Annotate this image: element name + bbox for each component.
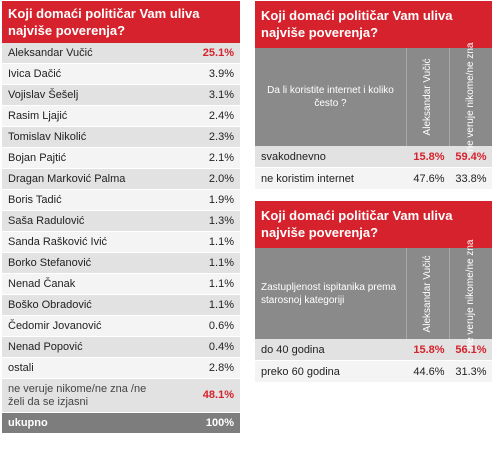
row-label: Vojislav Šešelj: [8, 89, 79, 101]
row-label: Bojan Pajtić: [8, 152, 67, 164]
internet-table-header: Da li koristite internet i koliko često …: [255, 43, 492, 151]
row-value: 1.1%: [208, 257, 234, 269]
row-value: 0.6%: [208, 320, 234, 332]
row-value: 3.9%: [208, 68, 234, 80]
column-header-nobody: ne veruje nikome/ne zna: [449, 239, 492, 348]
row-value: 1.1%: [208, 236, 234, 248]
table-row: Čedomir Jovanović 0.6%: [2, 316, 240, 337]
row-label: Dragan Marković Palma: [8, 173, 126, 185]
table-row: Nenad Čanak 1.1%: [2, 274, 240, 295]
row-label: ne koristim internet: [261, 172, 354, 185]
column-header-vucic: Aleksandar Vučić: [406, 48, 449, 146]
row-value: 56.1%: [455, 343, 487, 356]
column-header-vucic: Aleksandar Vučić: [406, 248, 449, 339]
row-value: 48.1%: [202, 389, 234, 401]
table-row: ostali 2.8%: [2, 358, 240, 379]
table-row: Ivica Dačić 3.9%: [2, 64, 240, 85]
age-table: Koji domaći političar Vam uliva najviše …: [255, 201, 492, 383]
row-value: 100%: [205, 417, 234, 429]
row-label: Borko Stefanović: [8, 257, 92, 269]
trust-table-rows: Aleksandar Vučić 25.1% Ivica Dačić 3.9% Voji…: [2, 43, 240, 434]
table-row: do 40 godina 15.8% 56.1%: [255, 339, 492, 361]
row-label: Rasim Ljajić: [8, 110, 68, 122]
row-label: Nenad Čanak: [8, 278, 76, 290]
column-header-nobody: ne veruje nikome/ne zna: [449, 43, 492, 151]
row-value: 15.8%: [413, 150, 445, 163]
row-value: 44.6%: [413, 365, 445, 378]
internet-table: Koji domaći političar Vam uliva najviše …: [255, 1, 492, 190]
row-value: 25.1%: [202, 47, 234, 59]
row-label: Boris Tadić: [8, 194, 62, 206]
table-row: ne veruje nikome/ne zna /ne želi da se i…: [2, 379, 240, 413]
age-table-rows: do 40 godina 15.8% 56.1% preko 60 godina 44.…: [255, 339, 492, 383]
row-value: 2.3%: [208, 131, 234, 143]
row-value: 15.8%: [413, 343, 445, 356]
table-row: preko 60 godina 44.6% 31.3%: [255, 361, 492, 383]
table-row: Boris Tadić 1.9%: [2, 190, 240, 211]
table-row: Vojislav Šešelj 3.1%: [2, 85, 240, 106]
table-row: Boško Obradović 1.1%: [2, 295, 240, 316]
row-label: ukupno: [8, 417, 48, 429]
row-value: 47.6%: [413, 172, 445, 185]
table-row: Dragan Marković Palma 2.0%: [2, 169, 240, 190]
row-label: Sanda Rašković Ivić: [8, 236, 108, 248]
row-value: 31.3%: [455, 365, 487, 378]
age-question: Zastupljenost ispitanika prema starosnoj…: [261, 281, 397, 306]
table-row: Tomislav Nikolić 2.3%: [2, 127, 240, 148]
row-label: Aleksandar Vučić: [8, 47, 93, 59]
row-label: Boško Obradović: [8, 299, 92, 311]
row-value: 1.3%: [208, 215, 234, 227]
row-label: Ivica Dačić: [8, 68, 62, 80]
table-row: Saša Radulović 1.3%: [2, 211, 240, 232]
row-value: 33.8%: [455, 172, 487, 185]
internet-table-rows: svakodnevno 15.8% 59.4% ne koristim interne…: [255, 146, 492, 190]
row-value: 0.4%: [208, 341, 234, 353]
table-row: Nenad Popović 0.4%: [2, 337, 240, 358]
row-value: 1.1%: [208, 299, 234, 311]
table-row: Sanda Rašković Ivić 1.1%: [2, 232, 240, 253]
row-label: Tomislav Nikolić: [8, 131, 87, 143]
row-label: ne veruje nikome/ne zna /ne želi da se i…: [8, 382, 147, 408]
table-row: Rasim Ljajić 2.4%: [2, 106, 240, 127]
table-row: Bojan Pajtić 2.1%: [2, 148, 240, 169]
row-value: 2.4%: [208, 110, 234, 122]
internet-table-title: Koji domaći političar Vam uliva najviše …: [255, 1, 492, 48]
row-value: 1.9%: [208, 194, 234, 206]
row-value: 59.4%: [455, 150, 487, 163]
table-row: ukupno 100%: [2, 413, 240, 434]
row-label: preko 60 godina: [261, 365, 340, 378]
row-label: Čedomir Jovanović: [8, 320, 102, 332]
row-label: ostali: [8, 362, 34, 374]
table-row: svakodnevno 15.8% 59.4%: [255, 146, 492, 168]
row-value: 1.1%: [208, 278, 234, 290]
row-label: Saša Radulović: [8, 215, 85, 227]
row-label: svakodnevno: [261, 150, 326, 163]
row-label: do 40 godina: [261, 343, 325, 356]
table-row: ne koristim internet 47.6% 33.8%: [255, 168, 492, 190]
row-value: 2.1%: [208, 152, 234, 164]
table-row: Borko Stefanović 1.1%: [2, 253, 240, 274]
internet-question: Da li koristite internet i koliko često …: [267, 85, 394, 109]
age-table-header: Zastupljenost ispitanika prema starosnoj…: [255, 239, 492, 348]
row-value: 3.1%: [208, 89, 234, 101]
row-value: 2.8%: [208, 362, 234, 374]
age-table-title: Koji domaći političar Vam uliva najviše …: [255, 201, 492, 248]
row-label: Nenad Popović: [8, 341, 83, 353]
trust-table-title: Koji domaći političar Vam uliva najviše …: [2, 1, 240, 43]
row-value: 2.0%: [208, 173, 234, 185]
trust-table: Koji domaći političar Vam uliva najviše …: [2, 1, 240, 434]
table-row: Aleksandar Vučić 25.1%: [2, 43, 240, 64]
